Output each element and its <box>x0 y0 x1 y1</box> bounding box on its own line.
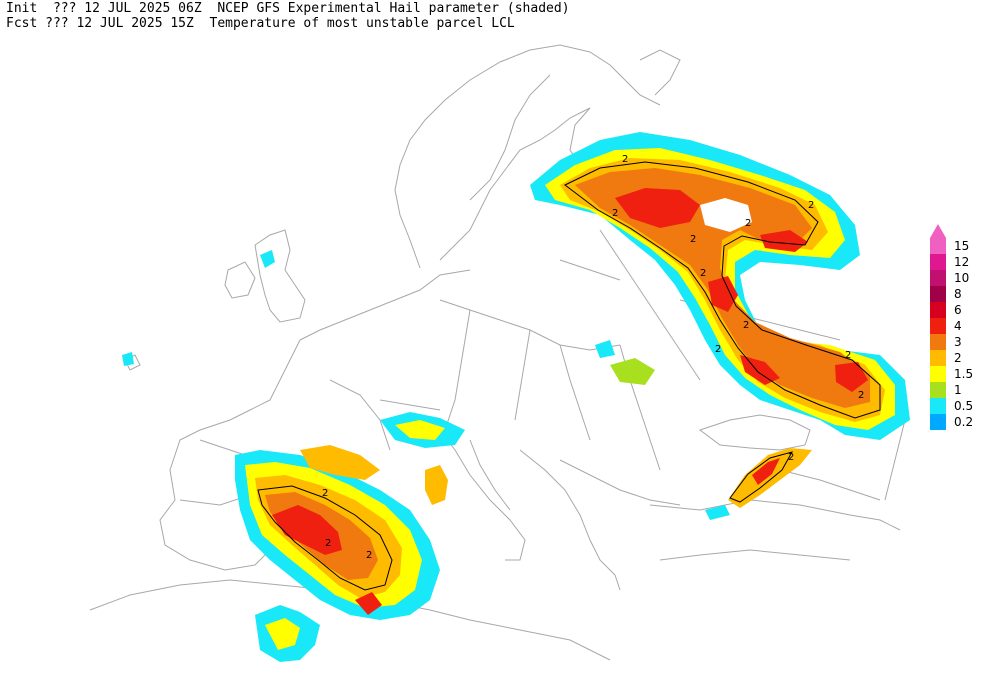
legend-label: 15 <box>954 239 970 253</box>
shade-russia-red2 <box>760 230 808 252</box>
contour-label: 2 <box>743 320 749 331</box>
contour-label: 2 <box>622 154 628 165</box>
legend-swatch <box>930 334 946 350</box>
shade-russia-red3 <box>708 276 738 312</box>
legend-row: 15 <box>930 224 990 254</box>
shade-ukraine <box>610 358 655 385</box>
legend-row: 1.5 <box>930 366 990 382</box>
legend-swatch <box>930 414 946 430</box>
shade-uk <box>260 250 275 268</box>
shade-alps-yellow <box>395 420 445 440</box>
legend-swatch <box>930 286 946 302</box>
legend-arrow-icon <box>930 224 946 238</box>
legend-swatch <box>930 318 946 334</box>
legend-row: 6 <box>930 302 990 318</box>
legend-swatch <box>930 366 946 382</box>
contour-label: 2 <box>322 488 328 499</box>
contour-label: 2 <box>612 208 618 219</box>
shade-russia-hole <box>700 198 752 232</box>
legend-label: 2 <box>954 351 962 365</box>
contour-label: 2 <box>808 200 814 211</box>
shade-ukraine2 <box>595 340 615 358</box>
legend-label: 1.5 <box>954 367 974 381</box>
shade-italy <box>425 465 448 505</box>
legend-label: 12 <box>954 255 970 269</box>
legend-label: 3 <box>954 335 962 349</box>
legend-swatch <box>930 254 946 270</box>
contour-label: 2 <box>845 350 851 361</box>
legend-row: 3 <box>930 334 990 350</box>
legend-swatch <box>930 350 946 366</box>
contour-label: 2 <box>715 344 721 355</box>
legend-swatch <box>930 270 946 286</box>
legend-label: 0.2 <box>954 415 974 429</box>
legend-label: 8 <box>954 287 962 301</box>
coastlines <box>89 44 906 661</box>
legend-row: 2 <box>930 350 990 366</box>
legend-swatch <box>930 238 946 254</box>
legend-label: 4 <box>954 319 962 333</box>
legend-label: 6 <box>954 303 962 317</box>
contour-label: 2 <box>858 390 864 401</box>
shade-iberia-red <box>272 505 342 555</box>
lcl-contours <box>257 161 881 591</box>
legend-row: 8 <box>930 286 990 302</box>
shade-russia-red1 <box>615 188 700 228</box>
hail-shading <box>122 132 910 662</box>
legend-swatch <box>930 302 946 318</box>
shade-turkey <box>728 448 812 508</box>
shade-turkey-red <box>752 458 780 485</box>
contour-labels: 2 2 2 2 2 2 2 2 2 2 2 2 2 2 <box>322 154 864 561</box>
legend-row: 12 <box>930 254 990 270</box>
legend-row: 0.5 <box>930 398 990 414</box>
legend-label: 10 <box>954 271 970 285</box>
legend-row: 4 <box>930 318 990 334</box>
shade-sicily-red <box>355 592 382 615</box>
legend-label: 1 <box>954 383 962 397</box>
legend-label: 0.5 <box>954 399 974 413</box>
legend-row: 1 <box>930 382 990 398</box>
contour-label: 2 <box>788 452 794 463</box>
shade-turkey-cyan <box>705 505 730 520</box>
header-forecast-line: Fcst ??? 12 JUL 2025 15Z Temperature of … <box>6 16 515 31</box>
contour-label: 2 <box>745 218 751 229</box>
shade-russia-red5 <box>835 362 868 392</box>
contour-label: 2 <box>700 268 706 279</box>
contour-label: 2 <box>366 550 372 561</box>
contour-label: 2 <box>325 538 331 549</box>
legend-swatch <box>930 398 946 414</box>
contour-label: 2 <box>690 234 696 245</box>
shade-iceland <box>122 352 134 366</box>
legend-row: 10 <box>930 270 990 286</box>
legend-swatch <box>930 382 946 398</box>
legend-row: 0.2 <box>930 414 990 430</box>
header-init-line: Init ??? 12 JUL 2025 06Z NCEP GFS Experi… <box>6 1 570 16</box>
shade-africa-yellow <box>265 618 300 650</box>
shade-france <box>300 445 380 480</box>
